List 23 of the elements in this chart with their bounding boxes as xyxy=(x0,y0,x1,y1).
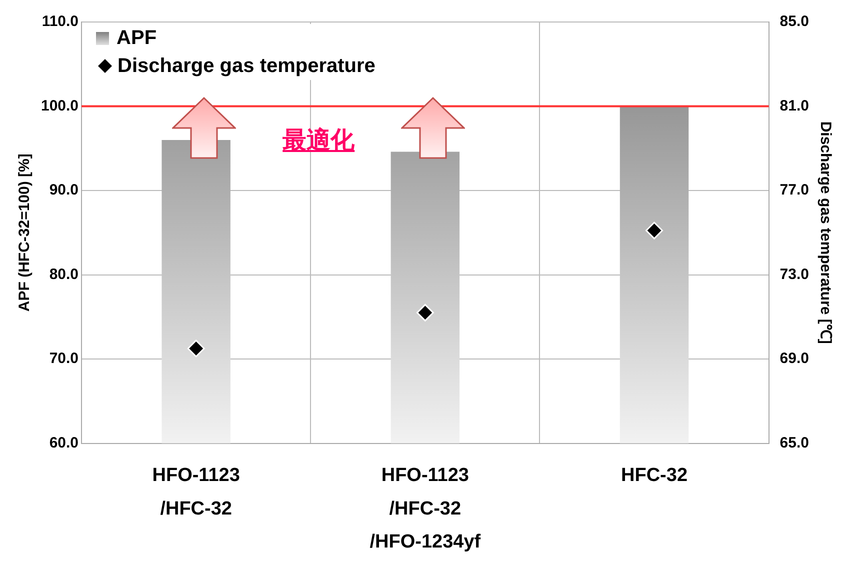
point xyxy=(187,340,205,358)
y-axis-title: APF (HFC-32=100) [%] xyxy=(16,154,34,312)
y2-tick-label: 77.0 xyxy=(780,182,810,199)
y2-tick-label: 65.0 xyxy=(780,434,810,452)
y2-axis-title: Discharge gas temperature [℃] xyxy=(816,121,834,344)
x-tick-label: HFC-32 xyxy=(621,465,688,486)
y2-tick-label: 69.0 xyxy=(780,350,810,368)
x-tick-label: HFO-1123 /HFC-32 xyxy=(152,465,240,520)
y2-tick-label: 81.0 xyxy=(780,97,810,114)
x-tick-label: HFO-1123 /HFC-32 /HFO-1234yf xyxy=(370,465,482,553)
annotation: 最適化 xyxy=(282,125,356,156)
legend-label: Discharge gas temperature xyxy=(118,54,376,79)
legend-label: APF xyxy=(116,26,157,51)
point xyxy=(416,304,434,322)
y-tick-label: 60.0 xyxy=(49,434,79,452)
point xyxy=(646,222,664,240)
y-tick-label: 100.0 xyxy=(40,97,79,114)
y-tick-label: 80.0 xyxy=(49,266,79,283)
y-tick-label: 70.0 xyxy=(49,350,79,368)
y2-tick-label: 73.0 xyxy=(780,266,810,283)
y-tick-label: 110.0 xyxy=(42,13,79,30)
y-tick-label: 90.0 xyxy=(49,182,79,199)
y2-tick-label: 85.0 xyxy=(780,13,810,30)
